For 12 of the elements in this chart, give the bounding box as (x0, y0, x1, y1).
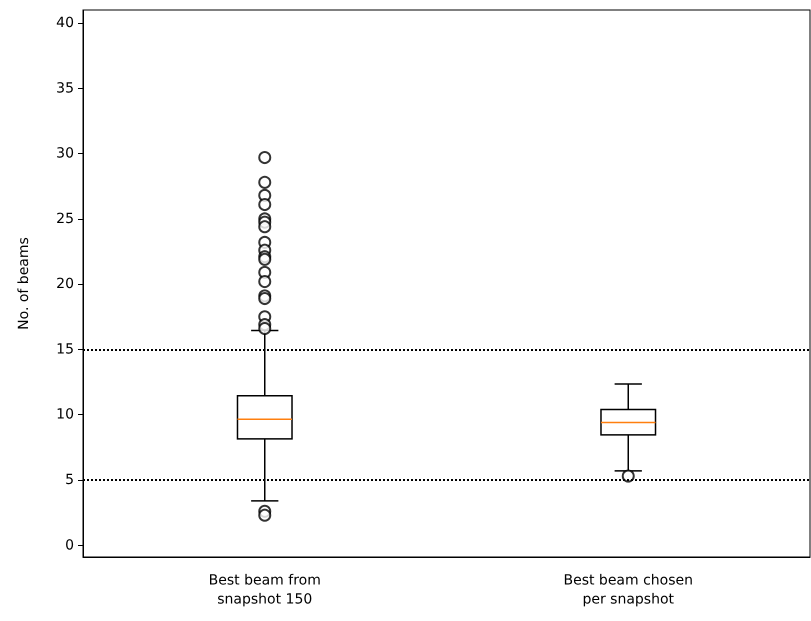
y-tick-label: 10 (56, 406, 74, 423)
x-tick-label: Best beam chosen per snapshot (563, 572, 694, 608)
y-tick-label: 25 (56, 210, 74, 227)
y-tick-label: 30 (56, 146, 74, 162)
y-tick-label: 20 (56, 276, 74, 292)
y-tick-label: 5 (65, 472, 74, 488)
y-tick-label: 0 (65, 537, 74, 554)
x-tick-label: Best beam from snapshot 150 (208, 572, 321, 608)
y-tick-label: 15 (56, 341, 74, 358)
y-axis-title: No. of beams (16, 237, 32, 330)
y-tick-label: 40 (56, 15, 74, 32)
y-tick-label: 35 (56, 80, 74, 96)
